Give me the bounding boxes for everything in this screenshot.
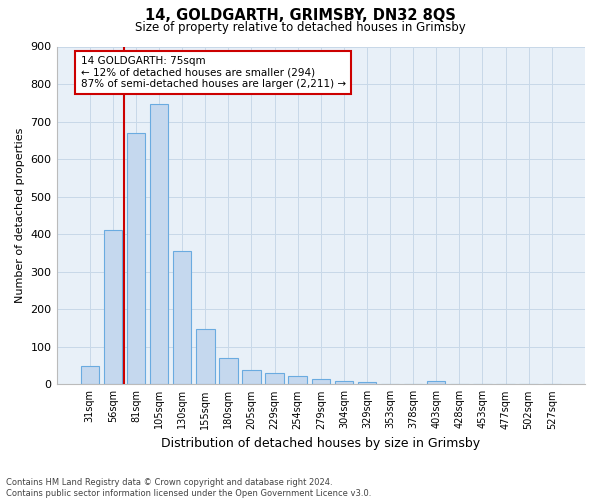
Bar: [265, 373, 284, 384]
Text: Size of property relative to detached houses in Grimsby: Size of property relative to detached ho…: [134, 21, 466, 34]
Bar: [427, 382, 445, 384]
X-axis label: Distribution of detached houses by size in Grimsby: Distribution of detached houses by size …: [161, 437, 481, 450]
Bar: [311, 378, 330, 384]
Bar: [196, 329, 215, 384]
Bar: [335, 381, 353, 384]
Y-axis label: Number of detached properties: Number of detached properties: [15, 128, 25, 303]
Bar: [80, 366, 99, 384]
Text: Contains HM Land Registry data © Crown copyright and database right 2024.
Contai: Contains HM Land Registry data © Crown c…: [6, 478, 371, 498]
Bar: [173, 251, 191, 384]
Bar: [104, 230, 122, 384]
Bar: [127, 133, 145, 384]
Bar: [358, 382, 376, 384]
Bar: [289, 376, 307, 384]
Bar: [219, 358, 238, 384]
Bar: [150, 104, 169, 384]
Bar: [242, 370, 261, 384]
Text: 14, GOLDGARTH, GRIMSBY, DN32 8QS: 14, GOLDGARTH, GRIMSBY, DN32 8QS: [145, 8, 455, 22]
Text: 14 GOLDGARTH: 75sqm
← 12% of detached houses are smaller (294)
87% of semi-detac: 14 GOLDGARTH: 75sqm ← 12% of detached ho…: [80, 56, 346, 89]
